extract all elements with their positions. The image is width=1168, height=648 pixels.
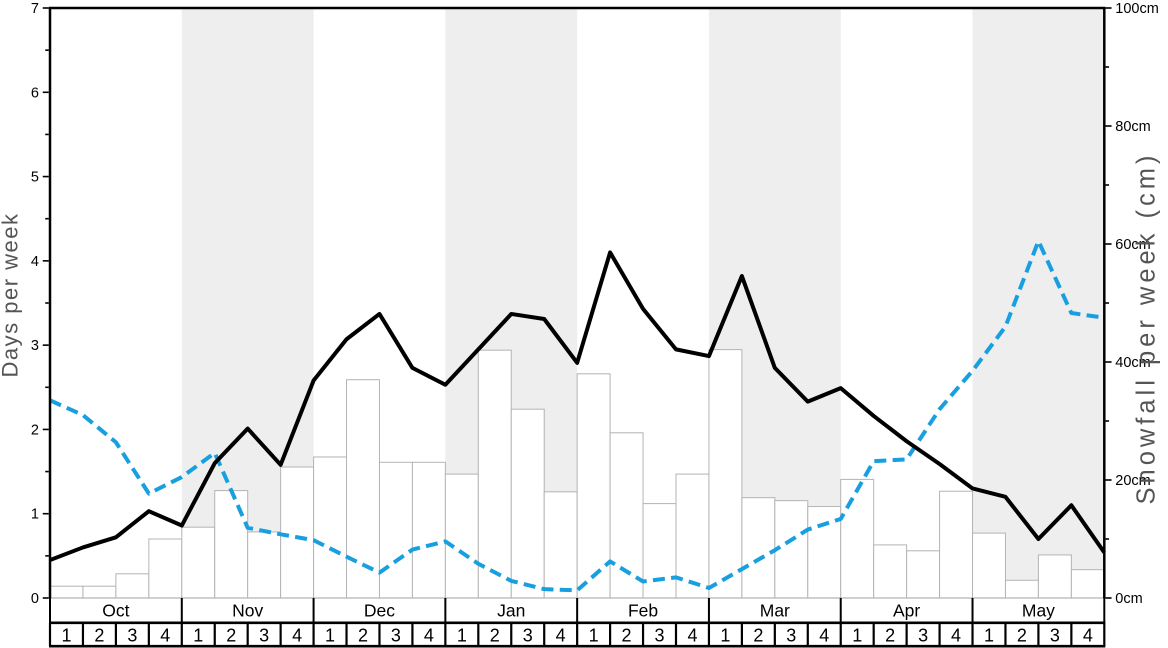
svg-text:2: 2 [1017, 626, 1027, 646]
svg-text:4: 4 [951, 626, 961, 646]
svg-text:7: 7 [31, 1, 39, 17]
svg-text:Snowfall per week (cm): Snowfall per week (cm) [1133, 152, 1161, 505]
svg-text:5: 5 [31, 170, 39, 186]
svg-text:0cm: 0cm [1115, 591, 1142, 607]
svg-text:Mar: Mar [760, 601, 790, 621]
svg-text:6: 6 [31, 85, 39, 101]
svg-text:2: 2 [885, 626, 895, 646]
svg-text:4: 4 [424, 626, 434, 646]
svg-text:1: 1 [61, 626, 71, 646]
svg-text:Apr: Apr [893, 601, 920, 621]
svg-text:2: 2 [358, 626, 368, 646]
svg-text:3: 3 [523, 626, 533, 646]
svg-text:3: 3 [259, 626, 269, 646]
svg-text:3: 3 [786, 626, 796, 646]
svg-text:3: 3 [127, 626, 137, 646]
svg-text:100cm: 100cm [1115, 1, 1159, 17]
svg-text:3: 3 [31, 338, 39, 354]
svg-text:Feb: Feb [628, 601, 658, 621]
svg-text:1: 1 [193, 626, 203, 646]
svg-text:Days per week: Days per week [0, 212, 23, 377]
svg-text:1: 1 [457, 626, 467, 646]
svg-text:1: 1 [984, 626, 994, 646]
svg-text:20cm: 20cm [1115, 473, 1150, 489]
svg-text:2: 2 [490, 626, 500, 646]
svg-text:3: 3 [1050, 626, 1060, 646]
svg-text:3: 3 [655, 626, 665, 646]
svg-text:1: 1 [31, 507, 39, 523]
svg-text:1: 1 [852, 626, 862, 646]
svg-text:2: 2 [753, 626, 763, 646]
svg-text:3: 3 [918, 626, 928, 646]
svg-text:2: 2 [94, 626, 104, 646]
svg-text:2: 2 [622, 626, 632, 646]
svg-text:2: 2 [31, 422, 39, 438]
svg-text:Nov: Nov [232, 601, 263, 621]
svg-text:80cm: 80cm [1115, 119, 1150, 135]
svg-text:2: 2 [226, 626, 236, 646]
svg-text:May: May [1022, 601, 1055, 621]
svg-text:Jan: Jan [497, 601, 525, 621]
svg-text:4: 4 [160, 626, 170, 646]
svg-text:4: 4 [556, 626, 566, 646]
svg-text:Dec: Dec [364, 601, 395, 621]
svg-text:Oct: Oct [102, 601, 129, 621]
svg-text:0: 0 [31, 591, 39, 607]
svg-text:3: 3 [391, 626, 401, 646]
svg-text:4: 4 [819, 626, 829, 646]
svg-text:1: 1 [325, 626, 335, 646]
svg-text:40cm: 40cm [1115, 355, 1150, 371]
svg-text:1: 1 [720, 626, 730, 646]
svg-text:4: 4 [687, 626, 697, 646]
svg-text:4: 4 [292, 626, 302, 646]
svg-text:1: 1 [589, 626, 599, 646]
svg-text:60cm: 60cm [1115, 237, 1150, 253]
svg-text:4: 4 [1083, 626, 1093, 646]
svg-text:4: 4 [31, 254, 39, 270]
